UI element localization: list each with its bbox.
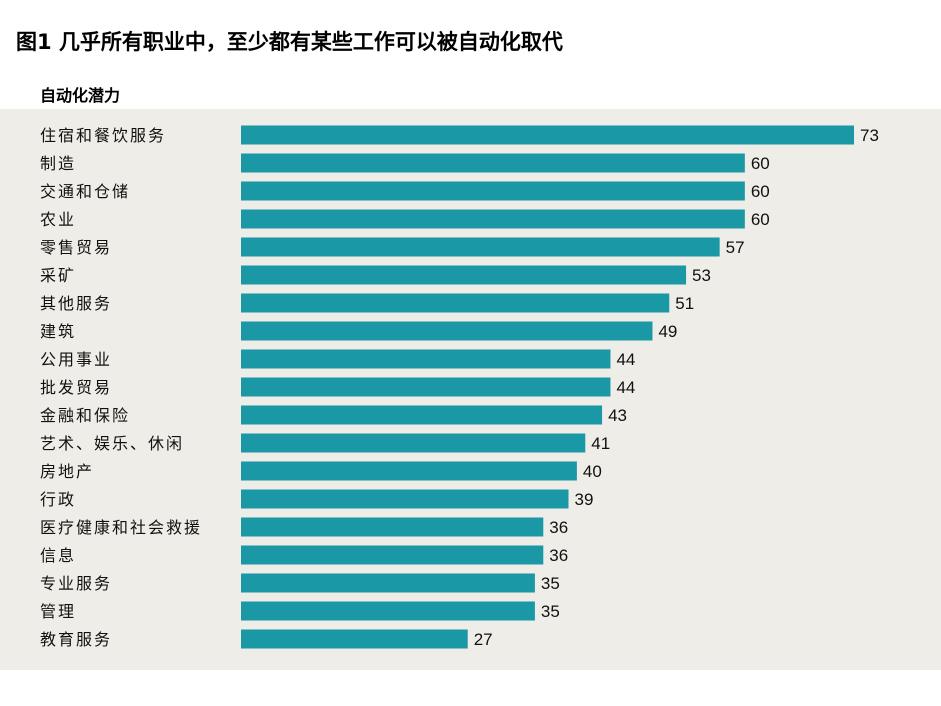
figure-title: 图1 几乎所有职业中，至少都有某些工作可以被自动化取代 — [16, 30, 563, 54]
bar — [241, 349, 611, 369]
value-label: 43 — [608, 406, 627, 425]
category-label: 房地产 — [40, 462, 94, 481]
bar — [241, 265, 687, 285]
bar — [241, 461, 577, 481]
category-label: 管理 — [40, 602, 76, 621]
category-label: 交通和仓储 — [40, 182, 130, 201]
value-label: 41 — [591, 434, 610, 453]
category-label: 行政 — [40, 490, 76, 509]
value-label: 53 — [692, 266, 711, 285]
value-label: 36 — [549, 518, 568, 537]
value-label: 44 — [616, 350, 635, 369]
value-label: 27 — [474, 630, 493, 649]
bar — [241, 153, 745, 173]
category-label: 其他服务 — [40, 294, 112, 313]
bar — [241, 433, 586, 453]
value-label: 51 — [675, 294, 694, 313]
bar — [241, 573, 535, 593]
bar — [241, 489, 569, 509]
value-label: 60 — [751, 154, 770, 173]
value-label: 49 — [658, 322, 677, 341]
bar — [241, 293, 670, 313]
bar — [241, 377, 611, 397]
category-label: 制造 — [40, 154, 76, 173]
bar — [241, 125, 854, 145]
value-label: 39 — [574, 490, 593, 509]
category-label: 住宿和餐饮服务 — [40, 126, 166, 145]
bar — [241, 237, 720, 257]
bar — [241, 629, 468, 649]
category-label: 信息 — [40, 546, 76, 565]
bar — [241, 517, 544, 537]
value-label: 40 — [583, 462, 602, 481]
category-label: 艺术、娱乐、休闲 — [40, 434, 184, 453]
category-label: 零售贸易 — [40, 238, 112, 257]
category-label: 采矿 — [40, 266, 76, 285]
category-label: 批发贸易 — [40, 378, 112, 397]
bar — [241, 181, 745, 201]
category-label: 医疗健康和社会救援 — [40, 518, 202, 537]
category-label: 教育服务 — [40, 630, 112, 649]
value-label: 60 — [751, 182, 770, 201]
category-label: 专业服务 — [40, 574, 112, 593]
value-label: 73 — [860, 126, 879, 145]
value-label: 44 — [616, 378, 635, 397]
value-label: 35 — [541, 602, 560, 621]
value-label: 57 — [726, 238, 745, 257]
category-label: 公用事业 — [40, 350, 112, 369]
category-label: 建筑 — [40, 322, 76, 341]
value-label: 36 — [549, 546, 568, 565]
bar — [241, 545, 544, 565]
bar — [241, 601, 535, 621]
category-label: 农业 — [40, 210, 76, 229]
bar — [241, 405, 603, 425]
category-label: 金融和保险 — [40, 406, 130, 425]
bar — [241, 321, 653, 341]
value-label: 60 — [751, 210, 770, 229]
value-label: 35 — [541, 574, 560, 593]
bar — [241, 209, 745, 229]
chart-subtitle: 自动化潜力 — [40, 86, 121, 105]
